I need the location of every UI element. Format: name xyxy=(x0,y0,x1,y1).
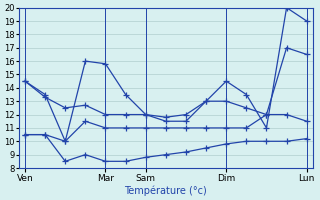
X-axis label: Température (°c): Température (°c) xyxy=(124,185,207,196)
